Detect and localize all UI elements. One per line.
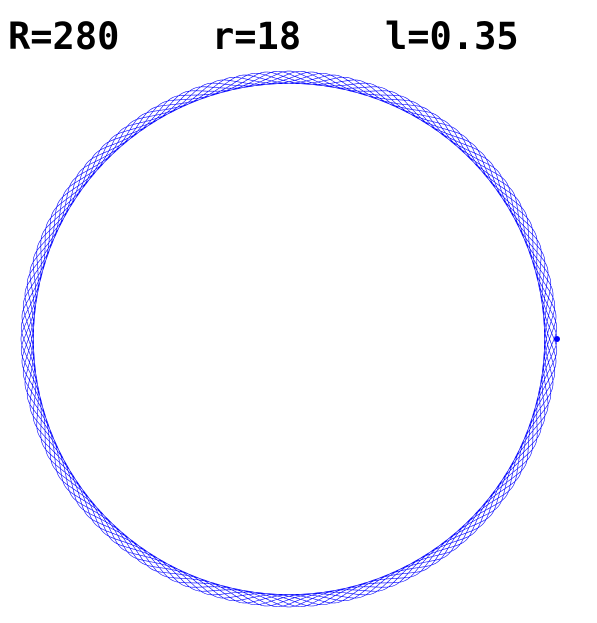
rolling-circle-radius-label: r=18: [212, 15, 302, 58]
pen-offset-ratio-label: l=0.35: [385, 15, 519, 58]
spirograph-curve: [20, 70, 558, 608]
pen-position-dot: [554, 336, 560, 342]
fixed-circle-radius-label: R=280: [8, 15, 120, 58]
parameter-readout: R=280 r=18 l=0.35: [8, 12, 593, 62]
